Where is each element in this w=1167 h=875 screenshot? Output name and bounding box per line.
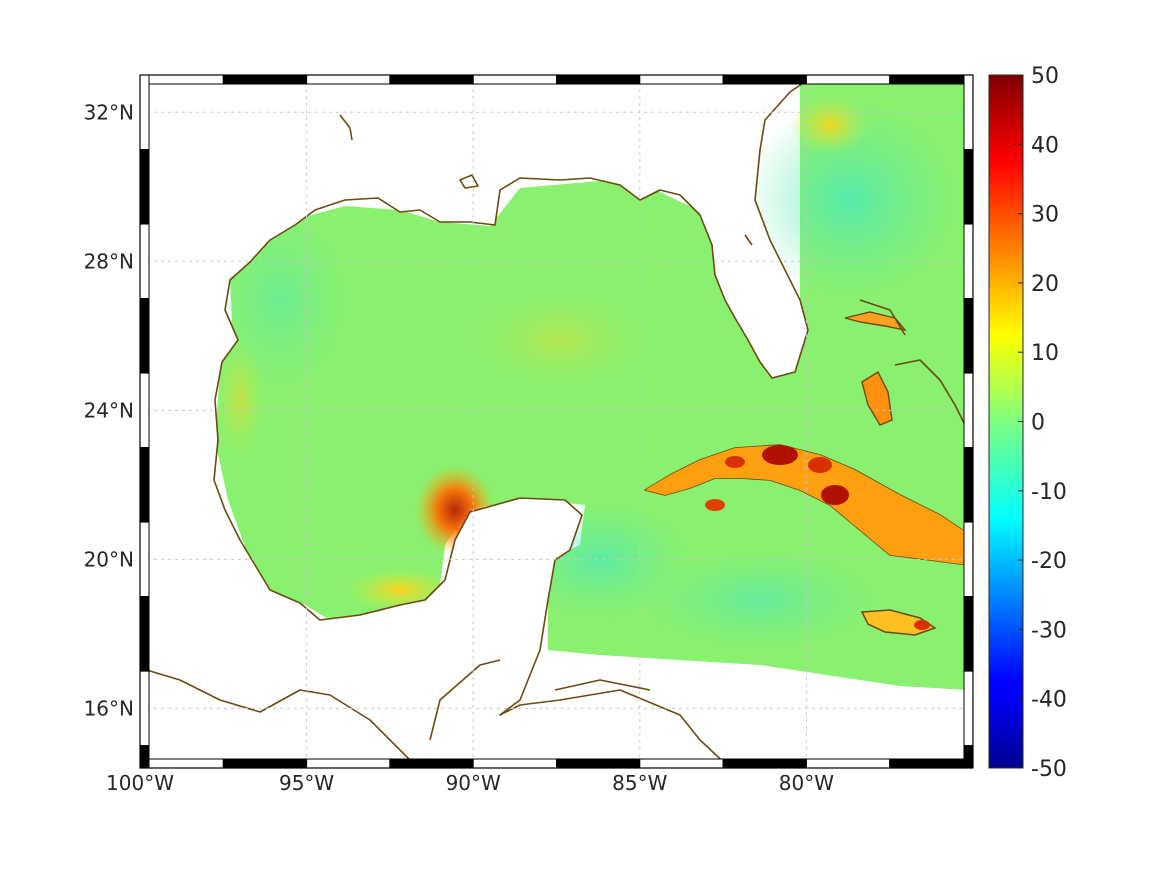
lon-tick-label: 95°W [279, 771, 334, 795]
frame-segment-top [139, 74, 224, 85]
frame-segment-right [963, 149, 974, 225]
lon-tick-label: 90°W [446, 771, 501, 795]
colorbar-ticks: 50 40 30 20 10 0 -10 -20 -30 -40 -50 [1018, 64, 1067, 782]
frame-segment-bottom [306, 758, 391, 769]
frame-segment-bottom [889, 758, 974, 769]
frame-segment-top [472, 74, 558, 85]
frame-segment-bottom [556, 758, 641, 769]
colorbar-tick-label: 0 [1031, 411, 1045, 436]
lat-tick-label: 20°N [84, 547, 134, 571]
frame-segment-top [556, 74, 641, 85]
lon-tick-label: 80°W [779, 771, 834, 795]
frame-segment-left [139, 74, 150, 151]
frame-segment-bottom [222, 758, 308, 769]
frame-segment-right [963, 596, 974, 672]
frame-segment-right [963, 745, 974, 769]
frame-outline [139, 74, 974, 769]
lon-tick-label: 100°W [106, 771, 174, 795]
colorbar-tick-label: 50 [1031, 64, 1059, 89]
colorbar-gradient [988, 74, 1024, 769]
frame-segment-right [963, 298, 974, 374]
frame-segment-bottom [389, 758, 474, 769]
frame-segment-left [139, 745, 150, 769]
frame-segment-left [139, 521, 150, 598]
colorbar-tick-label: 10 [1031, 341, 1059, 366]
frame-segment-right [963, 521, 974, 598]
lat-tick-label: 16°N [84, 696, 134, 720]
graticule [140, 75, 973, 768]
frame-segment-top [306, 74, 391, 85]
frame-segment-bottom [139, 758, 224, 769]
frame-segment-left [139, 596, 150, 672]
colorbar-tick-label: -20 [1031, 549, 1067, 574]
frame-segment-top [639, 74, 724, 85]
colorbar-tick-label: 20 [1031, 272, 1059, 297]
frame-segment-bottom [472, 758, 558, 769]
frame-segment-bottom [805, 758, 891, 769]
frame-segment-top [222, 74, 308, 85]
frame-segment-right [963, 447, 974, 523]
bahamas-andros [861, 370, 893, 426]
frame-segment-right [963, 223, 974, 300]
frame-segment-left [139, 223, 150, 300]
colorbar-tick-label: -40 [1031, 688, 1067, 713]
frame-segment-top [889, 74, 974, 85]
frame-segment-left [139, 149, 150, 225]
colorbar-tick-label: -30 [1031, 618, 1067, 643]
frame-segment-bottom [639, 758, 724, 769]
frame-segment-left [139, 298, 150, 374]
colorbar-tick-label: -50 [1031, 757, 1067, 782]
lon-tick-label: 85°W [612, 771, 667, 795]
colorbar: 50 40 30 20 10 0 -10 -20 -30 -40 -50 [988, 64, 1067, 782]
frame-segment-top [722, 74, 807, 85]
coastlines [140, 75, 971, 768]
lat-tick-label: 28°N [84, 249, 134, 273]
lat-tick-label: 32°N [84, 100, 134, 124]
frame-segment-right [963, 74, 974, 151]
colorbar-tick-label: 30 [1031, 203, 1059, 228]
longitude-labels: 100°W 95°W 90°W 85°W 80°W [106, 771, 834, 795]
frame-segment-right [963, 670, 974, 747]
cuba-land [645, 445, 970, 565]
frame-segment-left [139, 447, 150, 523]
land-north-america [140, 75, 816, 768]
lat-tick-label: 24°N [84, 398, 134, 422]
colorbar-tick-label: -10 [1031, 480, 1067, 505]
frame-segment-top [805, 74, 891, 85]
frame-segment-left [139, 670, 150, 747]
colorbar-tick-label: 40 [1031, 133, 1059, 158]
frame-segment-top [389, 74, 474, 85]
frame-segment-right [963, 372, 974, 449]
frame-segment-left [139, 372, 150, 449]
data-field [210, 80, 968, 690]
bahamas-grand [844, 311, 907, 332]
latitude-labels: 16°N 20°N 24°N 28°N 32°N [84, 100, 134, 720]
frame-segment-bottom [722, 758, 807, 769]
map-frame [139, 74, 974, 769]
